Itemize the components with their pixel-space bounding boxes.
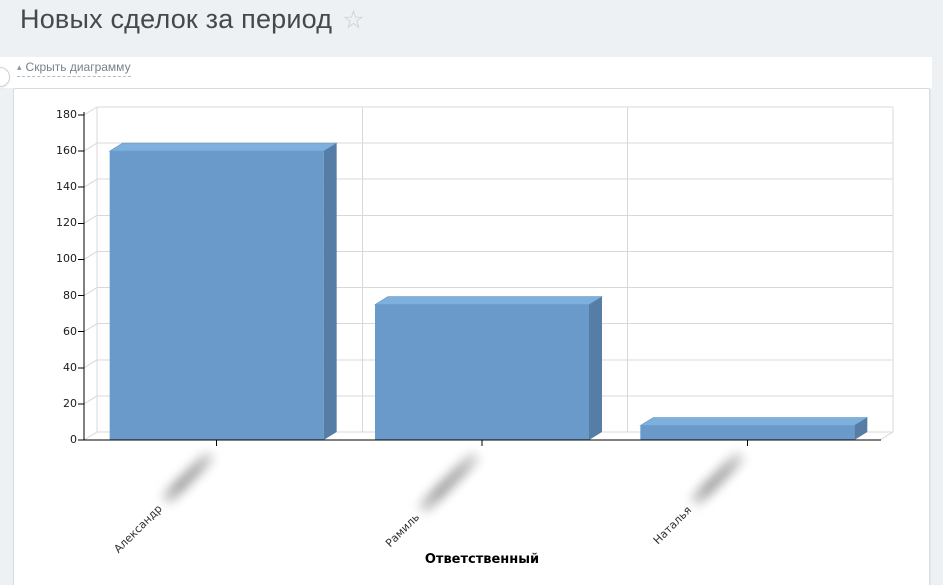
x-axis-title: Ответственный [424, 552, 540, 567]
page-title: Новых сделок за период [20, 4, 333, 34]
bar-0[interactable] [108, 142, 338, 440]
hide-chart-link[interactable]: ▴ Скрыть диаграмму [17, 60, 131, 77]
bar-1[interactable] [373, 296, 604, 440]
collapse-row [0, 57, 932, 88]
hide-chart-label: Скрыть диаграмму [25, 60, 131, 74]
bar-2[interactable] [639, 417, 869, 440]
favorite-star-icon[interactable]: ☆ [342, 6, 365, 34]
collapse-triangle-icon: ▴ [17, 62, 22, 72]
report-header: Новых сделок за период ☆ [20, 4, 365, 35]
